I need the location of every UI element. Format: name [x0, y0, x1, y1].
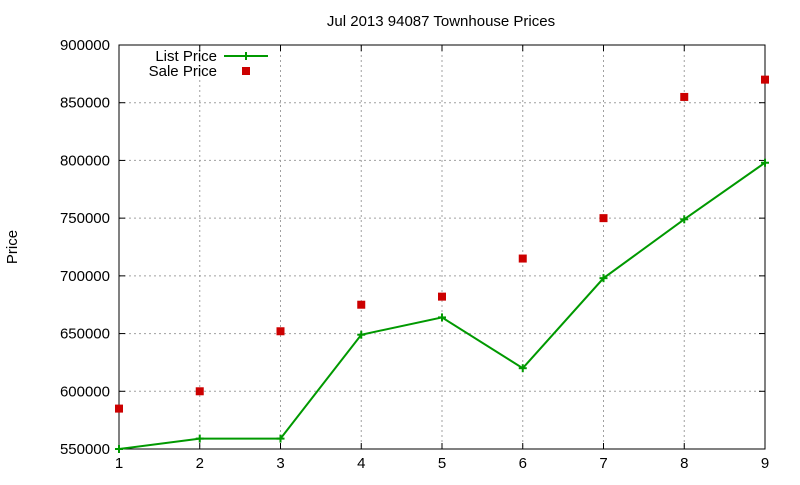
data-point: [680, 92, 689, 101]
data-point: [357, 300, 366, 309]
x-tick-label: 5: [438, 455, 446, 472]
y-tick-label: 750000: [60, 210, 110, 227]
data-point: [761, 158, 769, 167]
x-tick-label: 6: [519, 455, 527, 472]
data-point: [276, 327, 285, 336]
y-tick-label: 800000: [60, 152, 110, 169]
x-tick-label: 2: [196, 455, 204, 472]
data-point: [195, 387, 204, 396]
data-point: [518, 364, 527, 373]
data-point: [680, 215, 689, 224]
axes: 550000 600000 650000 700000 750000 800000 8500…: [60, 37, 769, 472]
y-tick-label: 650000: [60, 326, 110, 343]
x-tick-label: 8: [680, 455, 688, 472]
y-axis-label: Price: [4, 230, 21, 264]
series-layer: [115, 75, 769, 453]
y-tick-label: 550000: [60, 441, 110, 458]
series-0: [115, 158, 769, 453]
data-point: [761, 75, 769, 84]
legend-label: List Price: [155, 48, 217, 65]
data-point: [276, 434, 285, 443]
x-tick-label: 7: [599, 455, 607, 472]
y-tick-label: 850000: [60, 95, 110, 112]
data-point: [599, 274, 608, 283]
y-tick-label: 900000: [60, 37, 110, 54]
x-tick-label: 9: [761, 455, 769, 472]
data-point: [438, 292, 446, 301]
y-tick-label: 600000: [60, 383, 110, 400]
data-point: [115, 445, 123, 453]
legend-marker: [242, 67, 250, 75]
chart-title: Jul 2013 94087 Townhouse Prices: [327, 13, 555, 30]
data-point: [438, 313, 446, 322]
x-tick-label: 1: [115, 455, 123, 472]
data-point: [115, 404, 123, 413]
x-tick-label: 3: [276, 455, 284, 472]
legend-label: Sale Price: [149, 63, 217, 80]
legend-marker: [242, 52, 250, 60]
data-point: [357, 330, 366, 339]
y-tick-label: 700000: [60, 268, 110, 285]
series-1: [115, 75, 769, 413]
data-point: [195, 434, 204, 443]
data-point: [599, 214, 608, 223]
data-point: [518, 254, 527, 263]
x-tick-label: 4: [357, 455, 365, 472]
grid-lines: [119, 45, 765, 449]
